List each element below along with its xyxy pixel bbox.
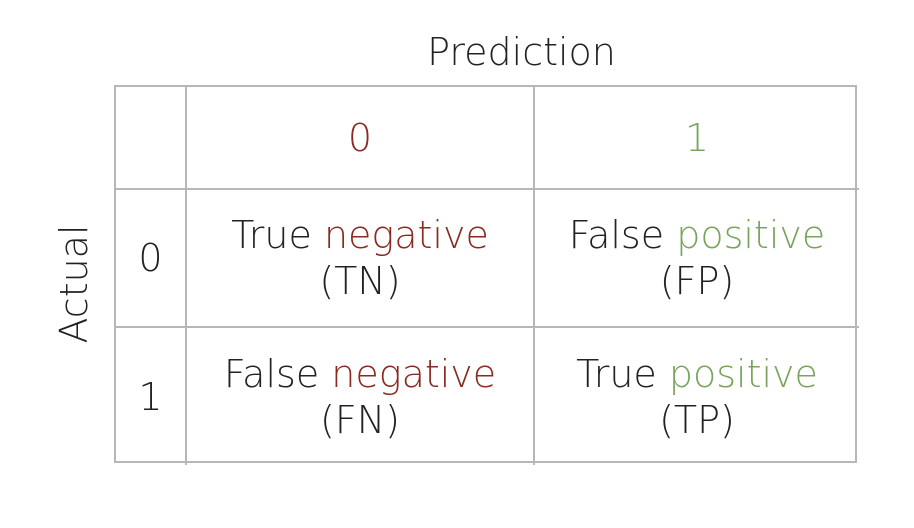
- confusion-matrix: 0 1 0 True negative (TN) False positive …: [114, 85, 859, 465]
- cell-tn-word2: negative: [323, 213, 489, 257]
- row-header-0: 0: [116, 190, 187, 328]
- cell-tp-word2: positive: [668, 351, 818, 396]
- cell-fn-abbr: (FN): [320, 397, 400, 442]
- cell-fn-word2: negative: [331, 351, 497, 396]
- cell-false-negative: False negative (FN): [187, 328, 535, 465]
- cell-false-positive: False positive (FP): [535, 190, 859, 328]
- col-header-0: 0: [187, 87, 535, 190]
- cell-tp-abbr: (TP): [659, 397, 735, 442]
- col-header-1: 1: [535, 87, 859, 190]
- corner-cell: [116, 87, 187, 190]
- cell-true-positive: True positive (TP): [535, 328, 859, 465]
- prediction-axis-label: Prediction: [427, 30, 616, 74]
- cell-tn-word1: True: [231, 213, 312, 257]
- actual-axis-label: Actual: [52, 224, 96, 344]
- cell-tn-abbr: (TN): [319, 259, 401, 303]
- cell-tp-word1: True: [576, 351, 657, 396]
- row-header-1: 1: [116, 328, 187, 465]
- cell-true-negative: True negative (TN): [187, 190, 535, 328]
- cell-fn-word1: False: [223, 351, 320, 396]
- cell-fp-abbr: (FP): [659, 259, 735, 303]
- cell-fp-word1: False: [568, 213, 665, 257]
- cell-fp-word2: positive: [676, 213, 826, 257]
